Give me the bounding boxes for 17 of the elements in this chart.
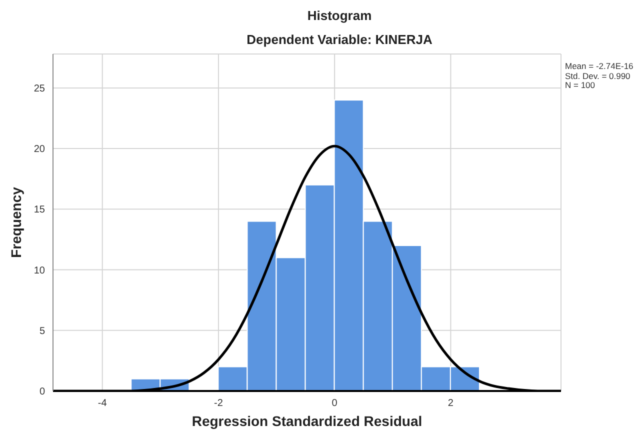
chart-subtitle: Dependent Variable: KINERJA xyxy=(246,32,434,48)
text: N = 100 xyxy=(565,80,596,90)
y-tick-label: 0 xyxy=(39,386,46,398)
x-tick-label: 2 xyxy=(448,398,454,410)
y-axis-title: Frequency xyxy=(8,186,24,258)
y-tick-label: 25 xyxy=(34,83,46,94)
x-tick-label: 0 xyxy=(332,398,338,410)
y-tick-label: 20 xyxy=(34,144,46,156)
text: Mean = -2.74E-16 xyxy=(565,61,634,72)
x-tick-label: -4 xyxy=(98,398,108,410)
x-axis-title: Regression Standardized Residual xyxy=(192,413,422,429)
chart-title: Histogram xyxy=(306,8,373,25)
y-tick-label: 10 xyxy=(34,265,46,276)
x-tick-label: -2 xyxy=(214,398,224,410)
text: Std. Dev. = 0.990 xyxy=(565,70,632,81)
y-tick-label: 5 xyxy=(39,326,46,337)
y-tick-label: 15 xyxy=(34,204,46,216)
